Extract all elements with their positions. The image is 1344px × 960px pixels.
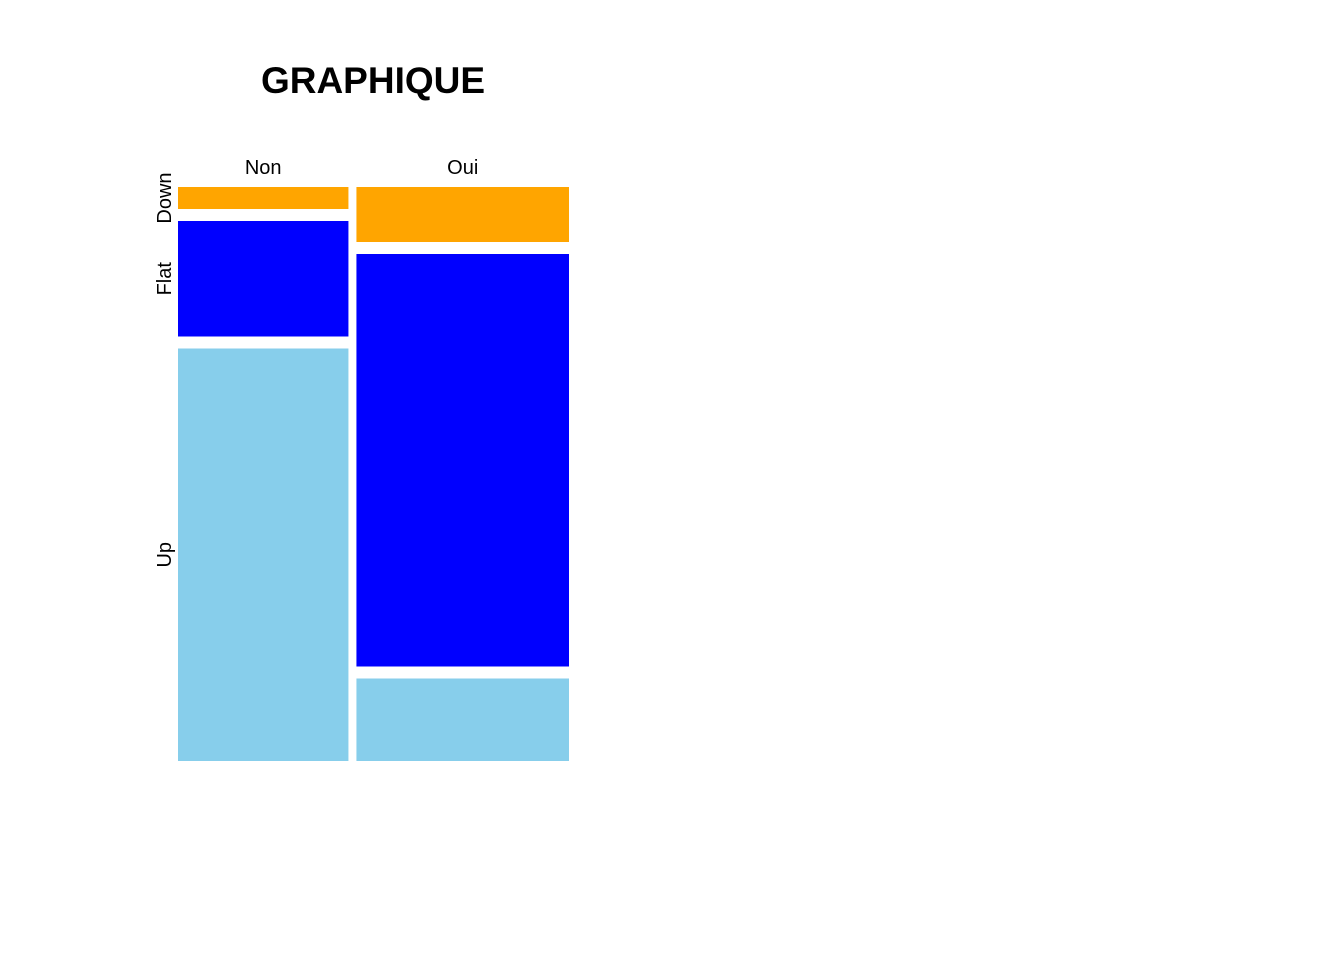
column-label-oui: Oui: [447, 157, 478, 179]
mosaic-tiles: [178, 187, 569, 761]
tile-oui-up: [356, 678, 569, 761]
column-label-non: Non: [245, 157, 282, 179]
tile-oui-flat: [356, 254, 569, 667]
row-label-down: Down: [154, 172, 176, 223]
tile-non-up: [178, 348, 349, 761]
row-label-up: Up: [154, 542, 176, 568]
tile-oui-down: [356, 187, 569, 242]
row-labels: Down Flat Up: [154, 172, 176, 567]
column-labels: Non Oui: [245, 157, 478, 179]
tile-non-down: [178, 187, 349, 209]
chart-title: GRAPHIQUE: [261, 60, 485, 101]
row-label-flat: Flat: [154, 262, 176, 296]
tile-non-flat: [178, 221, 349, 337]
